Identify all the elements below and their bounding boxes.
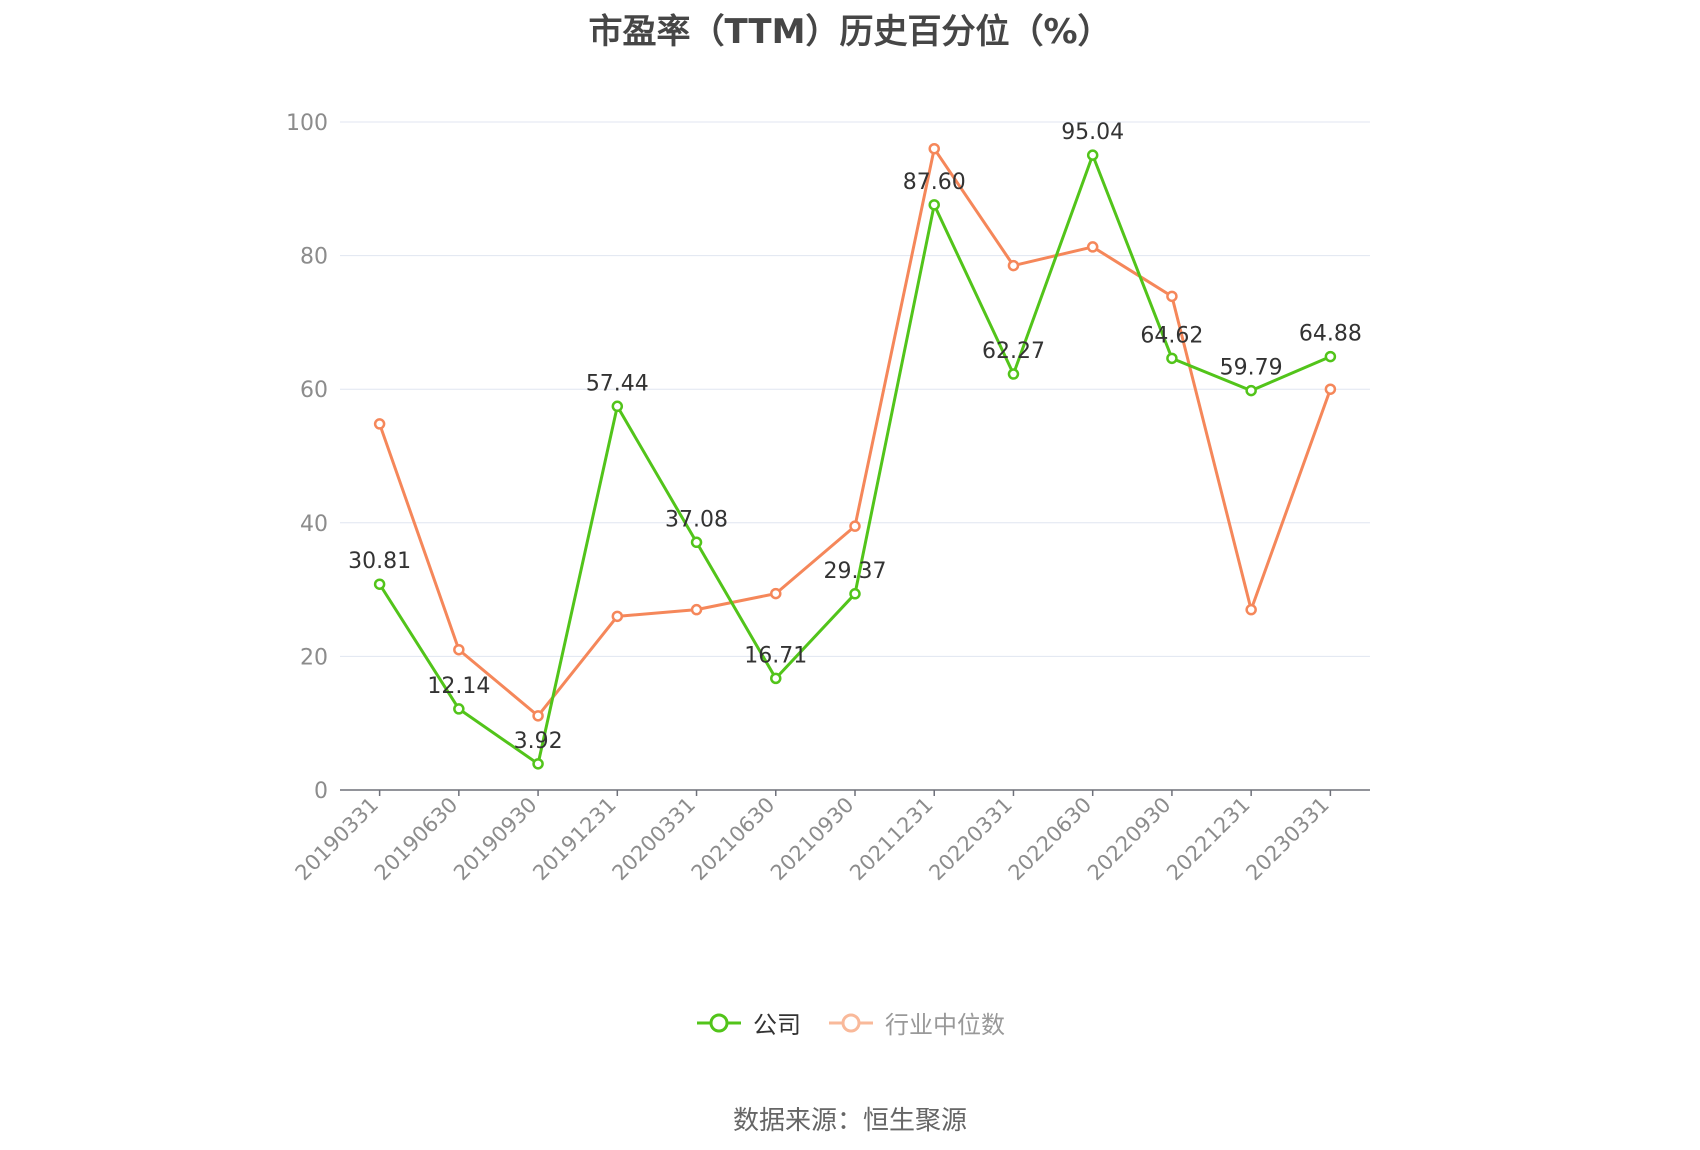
- data-point-company: [1086, 149, 1099, 161]
- data-point-industry-median: [611, 610, 624, 623]
- x-tick-label: 20210630: [687, 793, 780, 886]
- data-point-company: [1166, 352, 1178, 365]
- data-label: 64.62: [1140, 323, 1203, 348]
- data-point-company: [770, 672, 782, 685]
- data-label: 29.37: [824, 559, 887, 584]
- data-point-company: [1245, 384, 1257, 397]
- y-tick-label: 20: [300, 645, 328, 670]
- x-tick-label: 20190930: [449, 793, 542, 886]
- data-point-company: [1007, 368, 1020, 380]
- data-label: 3.92: [514, 729, 563, 754]
- data-label: 12.14: [427, 674, 490, 699]
- data-point-industry-median: [849, 520, 861, 532]
- data-point-company: [690, 536, 703, 549]
- legend: 公司 行业中位数: [0, 1005, 1700, 1040]
- legend-label-industry-median: 行业中位数: [885, 1011, 1005, 1039]
- y-tick-label: 60: [300, 378, 328, 403]
- data-point-company: [1324, 350, 1337, 363]
- data-point-company: [373, 578, 386, 590]
- data-point-industry-median: [770, 587, 782, 600]
- x-tick-label: 20220930: [1083, 793, 1176, 886]
- chart-title: 市盈率（TTM）历史百分位（%）: [588, 12, 1112, 52]
- data-point-industry-median: [1166, 290, 1178, 303]
- data-point-industry-median: [1086, 241, 1099, 253]
- data-point-industry-median: [690, 603, 703, 616]
- legend-item-industry-median[interactable]: 行业中位数: [827, 1005, 1005, 1040]
- line-chart: 0 20 40 60 80 100 2019033120190630201909302019…: [286, 111, 1370, 885]
- data-point-industry-median: [532, 710, 544, 722]
- data-point-company: [849, 588, 861, 600]
- data-point-industry-median: [928, 142, 940, 155]
- legend-label-company: 公司: [753, 1011, 801, 1039]
- axes: 0 20 40 60 80 100 2019033120190630201909302019…: [286, 111, 1370, 885]
- x-tick-label: 20210930: [766, 793, 859, 886]
- data-label: 62.27: [982, 339, 1045, 364]
- data-label: 59.79: [1220, 356, 1283, 381]
- y-tick-label: 0: [314, 779, 328, 804]
- x-tick-label: 20230331: [1241, 793, 1334, 886]
- data-labels: 30.81 12.14 3.92 57.44 37.08 16.71 29.37 87.60 6…: [348, 120, 1362, 754]
- legend-item-company[interactable]: 公司: [695, 1005, 801, 1040]
- legend-marker-company: [697, 1013, 741, 1032]
- series-line-industry-median: [378, 147, 1332, 718]
- y-tick-label: 100: [286, 111, 328, 136]
- x-tick-label: 20211231: [845, 793, 938, 886]
- data-point-industry-median: [373, 418, 386, 430]
- data-label: 57.44: [586, 371, 649, 396]
- x-tick-label: 20190331: [291, 793, 384, 886]
- legend-marker-industry-median: [829, 1013, 873, 1032]
- x-tick-label: 20190630: [370, 793, 463, 886]
- data-point-company: [532, 758, 544, 770]
- data-label: 64.88: [1299, 322, 1362, 347]
- y-tick-label: 80: [300, 245, 328, 270]
- data-point-company: [611, 400, 624, 413]
- data-point-company: [928, 199, 940, 211]
- data-label: 87.60: [903, 170, 966, 195]
- series-line-company: [378, 153, 1331, 766]
- data-point-industry-median: [1007, 259, 1020, 272]
- x-tick-label: 20220630: [1004, 793, 1097, 886]
- data-point-industry-median: [1324, 383, 1337, 395]
- x-tick-label: 20200331: [608, 793, 701, 886]
- x-tick-label: 20191231: [528, 793, 621, 886]
- data-point-company: [453, 703, 465, 715]
- data-point-industry-median: [453, 643, 465, 656]
- data-label: 16.71: [744, 643, 807, 668]
- series-lines: [373, 142, 1337, 770]
- data-point-industry-median: [1245, 603, 1257, 616]
- source-note: 数据来源：恒生聚源: [732, 1106, 967, 1136]
- data-label: 95.04: [1061, 120, 1124, 145]
- data-label: 30.81: [348, 549, 411, 574]
- x-tick-label: 20220331: [924, 793, 1017, 886]
- x-tick-label: 20221231: [1162, 793, 1255, 886]
- data-label: 37.08: [665, 507, 728, 532]
- y-tick-label: 40: [300, 512, 328, 537]
